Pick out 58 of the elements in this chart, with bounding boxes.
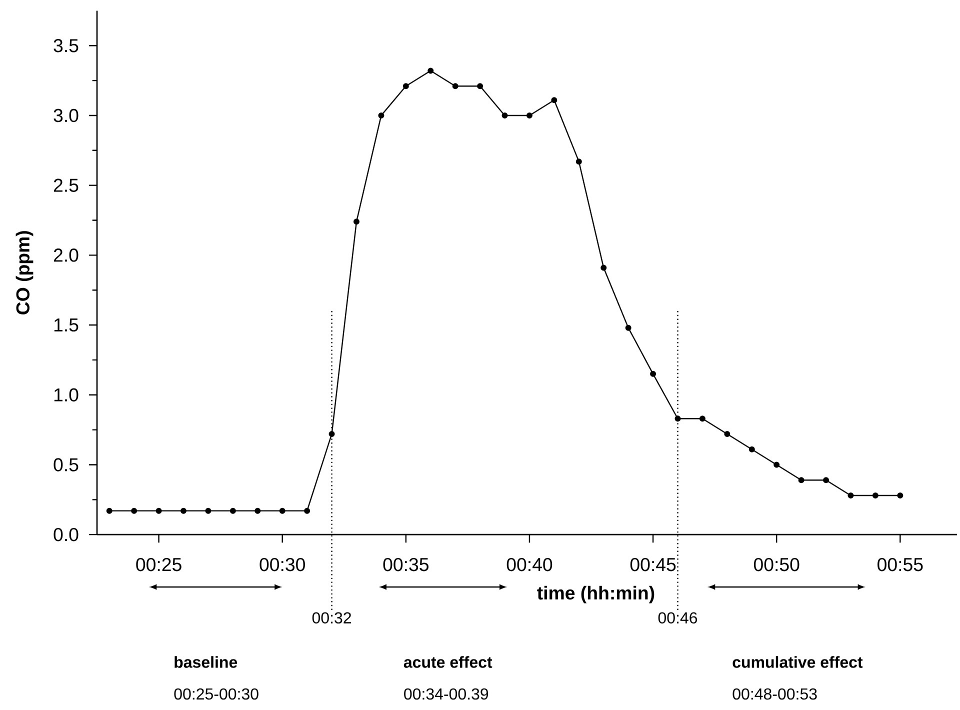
x-axis-title: time (hh:min) [537,586,654,604]
text: cumulative effect [732,656,863,668]
point [304,508,310,514]
y-tick-label: 1.0 [54,388,78,402]
text: 00:46 [658,612,698,624]
x-tick-label: 00:45 [630,558,676,572]
x-tick-label: 00:40 [506,558,552,572]
text: 00:34-00.39 [404,688,488,700]
text: 00:25-00:30 [174,688,258,700]
point [131,508,138,514]
point [428,68,434,74]
point [872,492,878,498]
point [897,492,904,498]
y-tick-label: 3.0 [54,108,78,122]
y-tick-label: 2.5 [54,178,78,192]
point [774,462,780,468]
point [823,477,830,484]
point [748,446,755,452]
point [402,83,409,90]
point [254,508,261,514]
x-tick-label: 00:50 [754,558,800,572]
point [205,508,212,514]
point [106,508,112,514]
point [699,416,706,422]
point [279,508,286,514]
text: acute effect [404,656,492,668]
point [551,97,558,104]
point [477,83,484,90]
point [378,112,384,118]
point [526,112,532,118]
point [156,508,162,514]
point [230,508,236,514]
point [502,112,508,118]
text: 00:32 [312,612,351,624]
y-tick-label: 3.5 [54,39,78,52]
x-tick-label: 00:35 [383,558,428,572]
point [798,477,804,484]
x-tick-label: 00:25 [136,558,182,572]
x-tick-label: 00:30 [260,558,305,572]
point [328,431,335,438]
point [180,508,186,514]
point [353,218,360,225]
point [625,324,632,331]
y-tick-label: 0.5 [54,458,78,472]
y-tick-label: 0.0 [54,528,78,542]
y-axis-title: CO (ppm) [16,231,34,314]
text: 00:48-00:53 [732,688,817,700]
point [674,416,681,422]
point [848,492,854,498]
y-tick-label: 2.0 [54,248,78,262]
point [452,83,458,90]
point [600,264,607,271]
point [724,431,730,438]
point [650,370,656,377]
x-tick-label: 00:55 [878,558,923,572]
y-tick-label: 1.5 [54,318,78,332]
text: baseline [174,656,238,668]
point [576,158,582,165]
